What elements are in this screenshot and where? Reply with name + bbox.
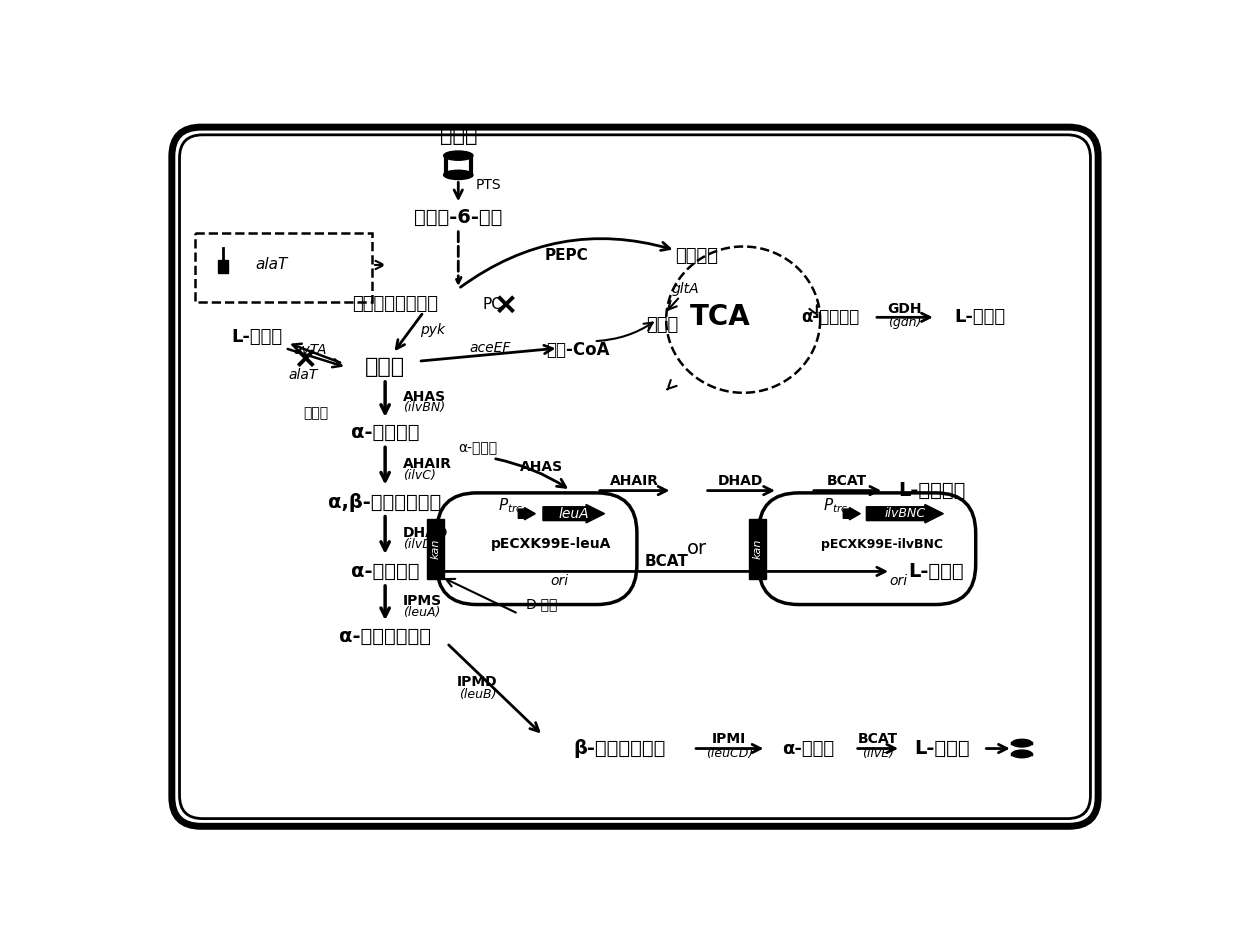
Text: α-酷戚二酸: α-酷戚二酸 [800, 309, 859, 327]
FancyArrow shape [844, 508, 860, 520]
Ellipse shape [444, 170, 473, 179]
Text: AHAS: AHAS [520, 461, 563, 475]
Text: PC: PC [482, 296, 502, 312]
FancyBboxPatch shape [758, 493, 976, 604]
Text: BCAT: BCAT [857, 732, 898, 746]
Text: kan: kan [753, 538, 763, 559]
Text: avTA: avTA [294, 344, 327, 358]
Text: D-泛酸: D-泛酸 [527, 598, 559, 612]
FancyBboxPatch shape [436, 493, 637, 604]
Ellipse shape [1012, 739, 1032, 747]
Text: α,β-二羟基异戚酸: α,β-二羟基异戚酸 [328, 493, 442, 512]
FancyArrow shape [543, 504, 605, 523]
Text: L-亮氨酸: L-亮氨酸 [914, 739, 970, 758]
Text: gltA: gltA [672, 282, 699, 295]
Text: (ilvE): (ilvE) [862, 748, 893, 761]
Text: $P_{trc}$: $P_{trc}$ [498, 497, 523, 515]
Text: BCAT: BCAT [828, 474, 867, 487]
Ellipse shape [444, 151, 473, 160]
Text: IPMD: IPMD [457, 675, 498, 688]
Text: 葡萄糖-6-磷酸: 葡萄糖-6-磷酸 [414, 208, 503, 227]
Text: TCA: TCA [690, 303, 751, 331]
Text: $P_{trc}$: $P_{trc}$ [823, 497, 849, 515]
Text: L-缬氨酸: L-缬氨酸 [908, 562, 964, 581]
Text: (ilvC): (ilvC) [403, 468, 436, 481]
FancyArrow shape [916, 574, 933, 587]
Text: leuA: leuA [559, 507, 589, 521]
Text: ori: ori [551, 574, 569, 588]
Bar [750, 519, 766, 579]
Text: α-乙酰乳酸: α-乙酰乳酸 [351, 423, 419, 443]
Text: 葡萄糖: 葡萄糖 [440, 125, 477, 144]
Text: α-酷异戚酸: α-酷异戚酸 [351, 562, 419, 581]
Text: (leuCD): (leuCD) [706, 748, 753, 761]
Text: AHAIR: AHAIR [610, 474, 659, 487]
Text: or: or [686, 539, 707, 558]
Text: pyk: pyk [420, 324, 445, 337]
Text: L-谷氨酸: L-谷氨酸 [955, 309, 1006, 327]
Text: ori: ori [890, 574, 908, 588]
Text: alaT: alaT [255, 258, 289, 273]
FancyArrow shape [518, 508, 535, 520]
Text: α-酷己酸: α-酷己酸 [783, 739, 835, 757]
Text: IPMI: IPMI [712, 732, 746, 746]
Text: α-酷丁酸: α-酷丁酸 [458, 441, 497, 455]
Bar [218, 260, 228, 273]
Text: (leuA): (leuA) [403, 606, 440, 618]
Text: ilvBNC: ilvBNC [885, 507, 926, 520]
FancyArrow shape [576, 574, 593, 587]
Text: (ilvD): (ilvD) [403, 538, 436, 551]
Bar [427, 519, 445, 579]
Text: PTS: PTS [476, 177, 501, 192]
Text: GDH: GDH [887, 302, 922, 316]
Text: 柠檬酸: 柠檬酸 [647, 316, 679, 334]
Text: 乙酰-CoA: 乙酰-CoA [546, 342, 610, 360]
Text: DHAD: DHAD [719, 474, 763, 487]
Text: 丙酮酸: 丙酮酸 [304, 407, 328, 421]
Text: AHAIR: AHAIR [403, 457, 452, 471]
Text: 草酰乙酸: 草酰乙酸 [675, 246, 719, 264]
Text: aceEF: aceEF [470, 341, 512, 355]
Text: IPMS: IPMS [403, 594, 442, 608]
Text: 磷酸烯醇式丙酮酸: 磷酸烯醇式丙酮酸 [352, 295, 439, 313]
Text: α-异丙基苹果酸: α-异丙基苹果酸 [339, 628, 431, 647]
Text: pECXK99E-leuA: pECXK99E-leuA [491, 537, 611, 551]
Text: 丙酮酸: 丙酮酸 [366, 358, 405, 378]
Text: AHAS: AHAS [403, 390, 446, 404]
Text: BCAT: BCAT [644, 554, 688, 569]
Text: pECXK99E-ilvBNC: pECXK99E-ilvBNC [820, 538, 943, 551]
Text: (ilvBN): (ilvBN) [403, 401, 445, 413]
Text: alaT: alaT [287, 368, 317, 382]
Text: PEPC: PEPC [544, 248, 589, 263]
FancyArrow shape [242, 256, 317, 274]
Text: L-异亮氨酸: L-异亮氨酸 [898, 481, 965, 500]
Text: β-异丙基苹果酸: β-异丙基苹果酸 [574, 739, 667, 758]
Text: (leuB): (leuB) [458, 688, 497, 701]
Text: (gdh): (gdh) [888, 316, 922, 329]
Ellipse shape [1012, 750, 1032, 758]
Text: kan: kan [431, 538, 441, 559]
FancyArrow shape [866, 504, 943, 523]
Text: L-丙氨酸: L-丙氨酸 [230, 328, 282, 346]
Text: DHAD: DHAD [403, 526, 449, 540]
